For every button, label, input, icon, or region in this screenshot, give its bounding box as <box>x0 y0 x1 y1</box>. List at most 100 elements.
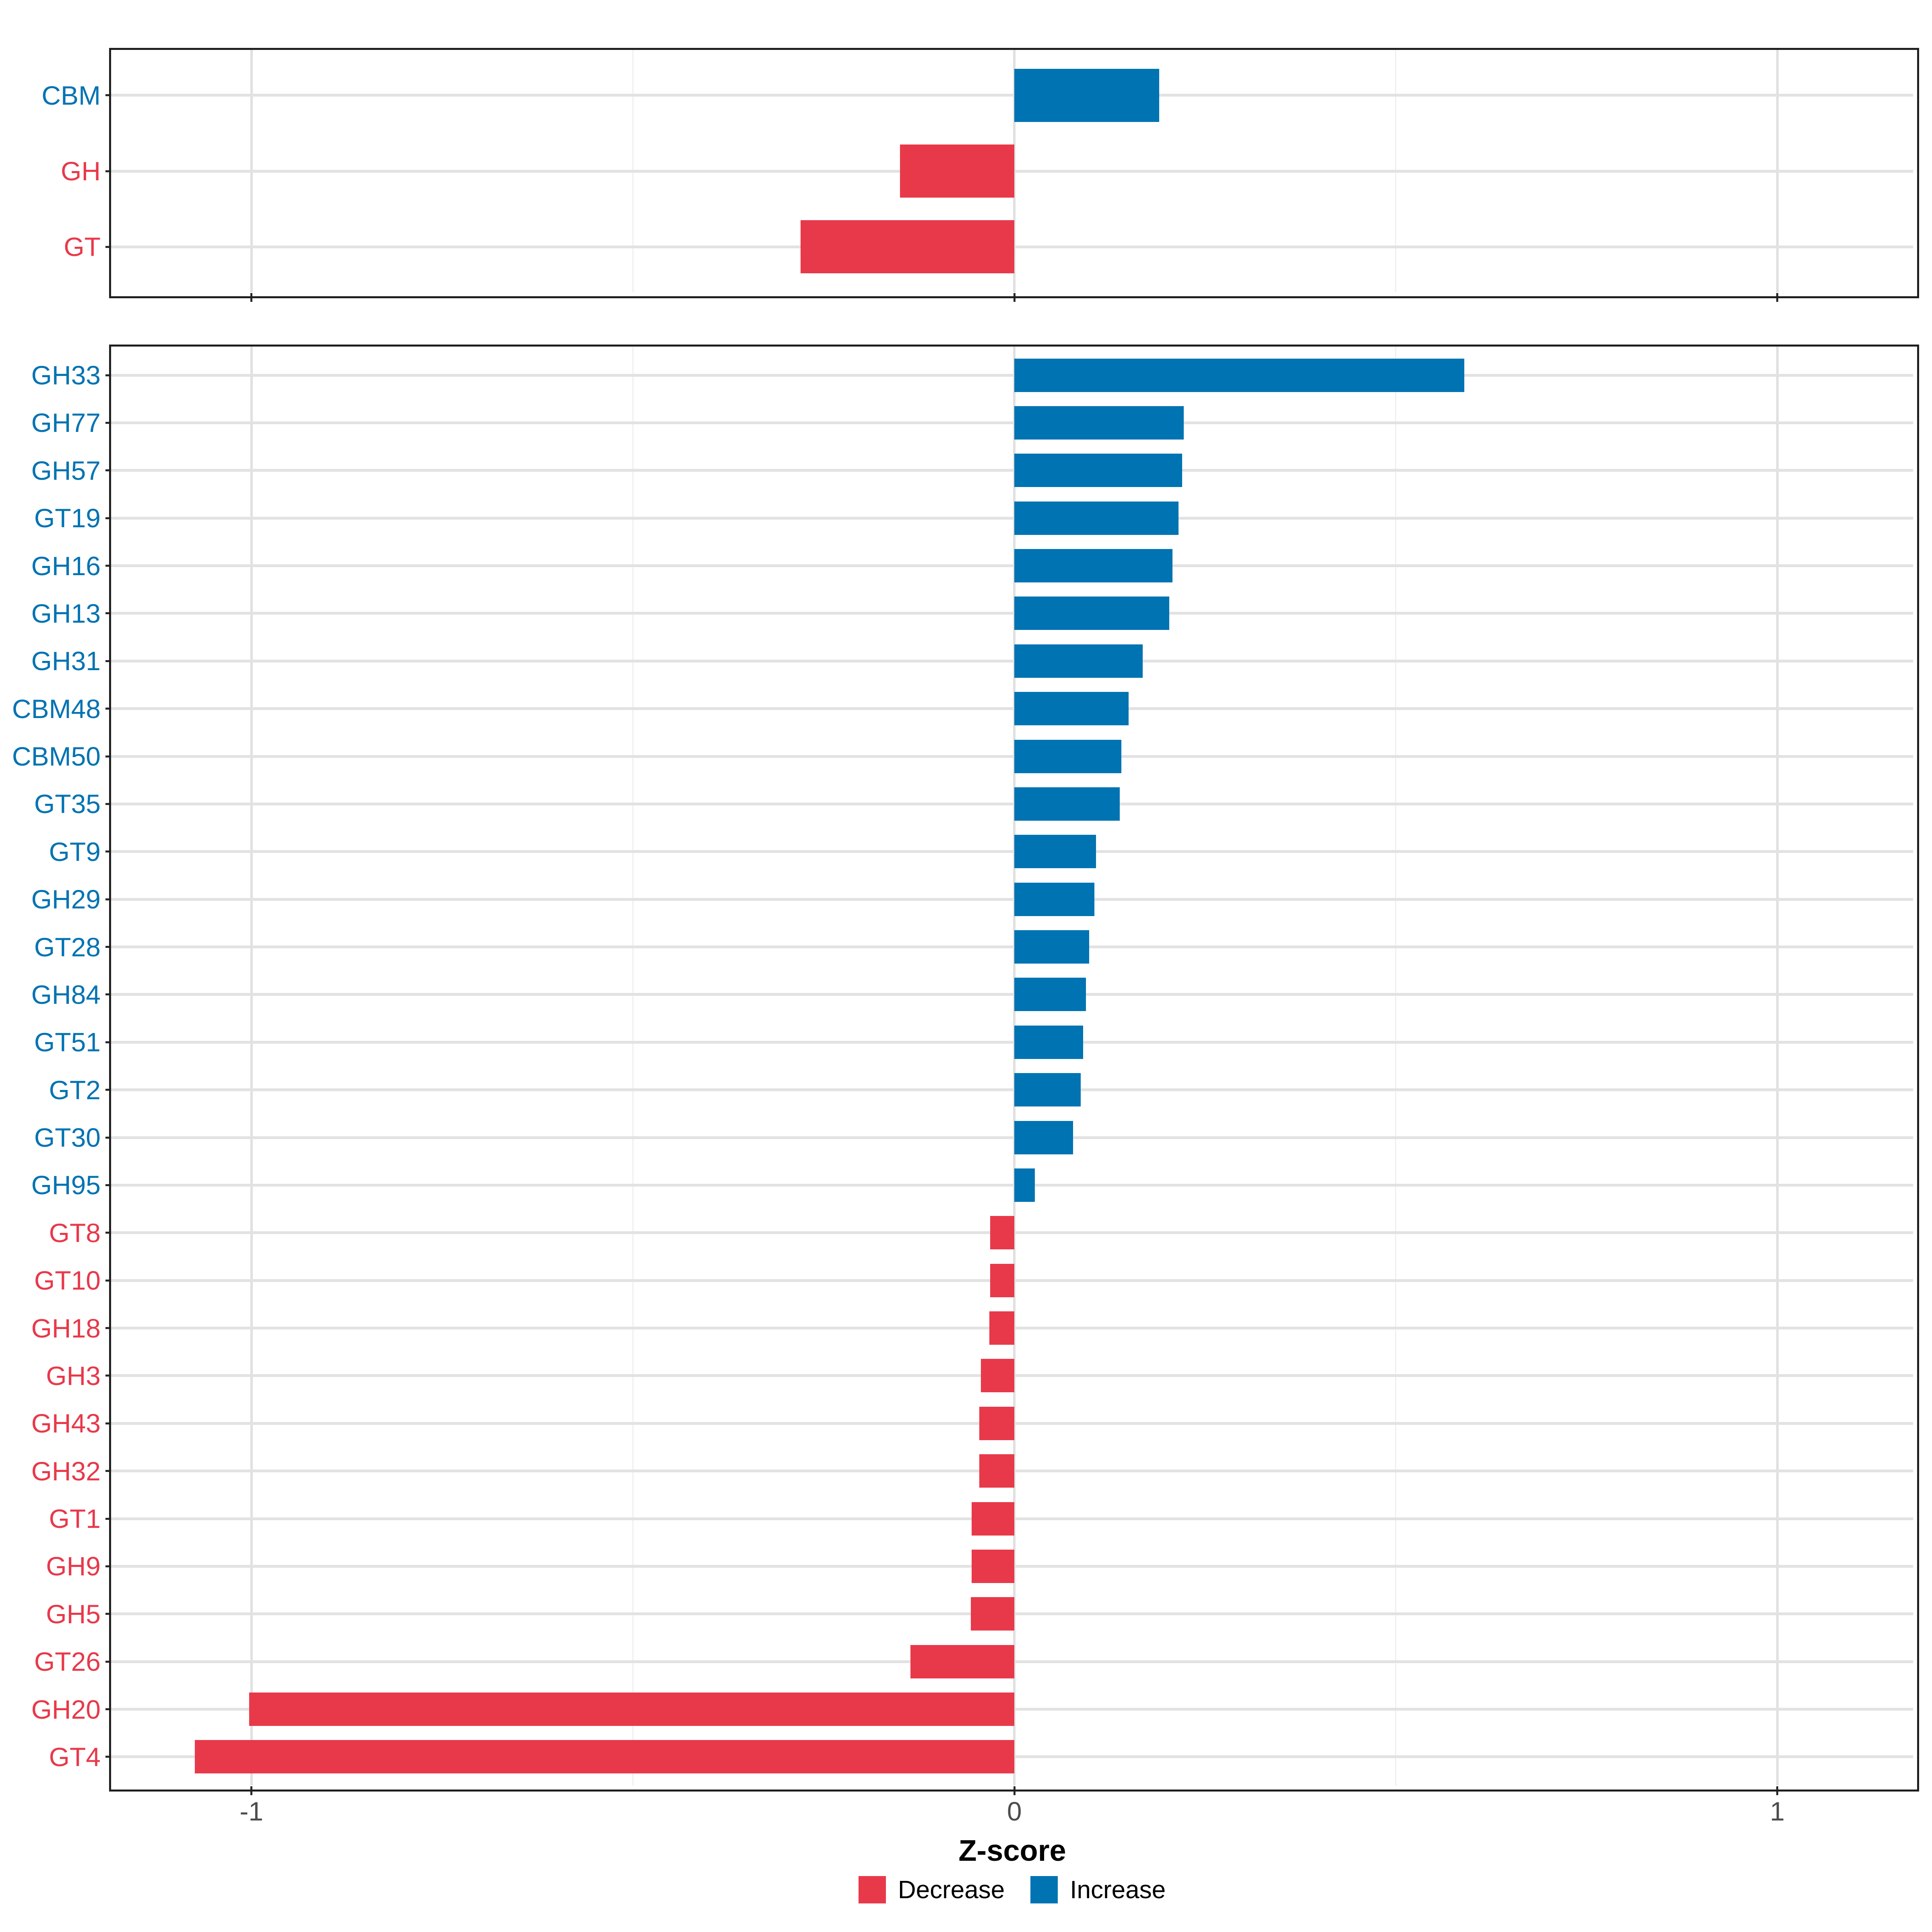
y-tick-GT9 <box>105 850 111 853</box>
y-gridline-GH57 <box>111 469 1913 472</box>
y-label-CBM: CBM <box>41 80 101 110</box>
y-tick-CBM48 <box>105 708 111 710</box>
y-label-GT4: GT4 <box>49 1742 101 1772</box>
x-tick-label-0: 0 <box>1007 1796 1022 1826</box>
bar-GH77 <box>1014 406 1184 440</box>
y-label-GH29: GH29 <box>31 884 101 914</box>
y-tick-GH57 <box>105 469 111 472</box>
bar-GT26 <box>910 1645 1015 1678</box>
bar-GH5 <box>971 1597 1015 1631</box>
y-label-GH16: GH16 <box>31 551 101 581</box>
y-tick-GH9 <box>105 1565 111 1567</box>
y-gridline-GH95 <box>111 1183 1913 1187</box>
y-label-GT35: GT35 <box>34 789 101 819</box>
bar-GT28 <box>1014 930 1089 964</box>
y-tick-GH43 <box>105 1422 111 1424</box>
y-tick-GT28 <box>105 946 111 948</box>
legend-key-decrease-swatch <box>858 1876 886 1903</box>
y-label-CBM48: CBM48 <box>12 694 101 724</box>
bar-GH43 <box>979 1406 1015 1440</box>
bar-GH95 <box>1014 1168 1035 1202</box>
y-label-GH32: GH32 <box>31 1456 101 1486</box>
bar-GT4 <box>195 1740 1015 1774</box>
y-gridline-GH77 <box>111 421 1913 424</box>
y-label-GT26: GT26 <box>34 1647 101 1677</box>
y-tick-GT <box>105 246 111 248</box>
y-tick-GH16 <box>105 565 111 567</box>
bar-GT30 <box>1014 1121 1073 1154</box>
y-gridline-CBM50 <box>111 755 1913 758</box>
y-label-GH: GH <box>61 156 101 186</box>
y-label-GH77: GH77 <box>31 408 101 438</box>
bar-GT8 <box>990 1216 1015 1250</box>
y-tick-GH32 <box>105 1470 111 1472</box>
y-label-GT8: GT8 <box>49 1218 101 1248</box>
bar-GT9 <box>1014 835 1096 869</box>
y-label-GH3: GH3 <box>46 1360 101 1391</box>
y-label-GH57: GH57 <box>31 455 101 485</box>
summary-panel-border <box>109 48 1919 298</box>
x-gridline-major <box>250 347 253 1785</box>
y-tick-GT30 <box>105 1136 111 1139</box>
y-tick-GH5 <box>105 1613 111 1615</box>
bar-GT2 <box>1014 1073 1081 1107</box>
y-tick-GH <box>105 170 111 172</box>
x-gridline-minor <box>632 347 634 1785</box>
y-label-GT10: GT10 <box>34 1265 101 1296</box>
bar-GH3 <box>980 1359 1015 1393</box>
y-label-GH18: GH18 <box>31 1313 101 1343</box>
y-gridline-GH29 <box>111 898 1913 901</box>
y-tick-GH18 <box>105 1327 111 1329</box>
y-label-GH31: GH31 <box>31 646 101 676</box>
y-label-GH95: GH95 <box>31 1170 101 1200</box>
bar-GH18 <box>989 1311 1015 1345</box>
y-tick-GT4 <box>105 1756 111 1758</box>
y-label-GH84: GH84 <box>31 979 101 1009</box>
y-label-GT1: GT1 <box>49 1504 101 1534</box>
y-tick-GH84 <box>105 993 111 996</box>
y-label-GH5: GH5 <box>46 1599 101 1629</box>
y-tick-GT19 <box>105 517 111 519</box>
legend-label-increase: Increase <box>1070 1876 1166 1904</box>
y-label-GH43: GH43 <box>31 1408 101 1439</box>
bar-GH57 <box>1014 454 1183 487</box>
y-gridline-GT35 <box>111 802 1913 805</box>
y-label-GT9: GT9 <box>49 836 101 867</box>
y-label-GH33: GH33 <box>31 360 101 390</box>
y-tick-GH29 <box>105 898 111 900</box>
y-label-CBM50: CBM50 <box>12 741 101 772</box>
bar-CBM50 <box>1014 739 1121 773</box>
bar-GT1 <box>972 1502 1015 1536</box>
y-gridline-GH84 <box>111 993 1913 996</box>
y-tick-GH33 <box>105 374 111 376</box>
y-label-GH20: GH20 <box>31 1694 101 1724</box>
x-tick-label-1: 1 <box>1770 1796 1785 1826</box>
y-tick-CBM50 <box>105 755 111 758</box>
y-gridline-GH13 <box>111 612 1913 615</box>
y-tick-GT10 <box>105 1279 111 1282</box>
y-tick-GH20 <box>105 1708 111 1711</box>
bar-GT <box>801 220 1015 274</box>
y-gridline-GH16 <box>111 564 1913 568</box>
y-label-GT: GT <box>64 232 101 262</box>
x-tick-label--1: -1 <box>239 1796 264 1826</box>
bar-GH16 <box>1014 549 1172 583</box>
legend-item-increase: Increase <box>1030 1876 1166 1904</box>
x-gridline-major <box>1776 347 1779 1785</box>
y-tick-GH13 <box>105 612 111 615</box>
bar-GH31 <box>1014 644 1143 678</box>
bar-GT19 <box>1014 501 1179 535</box>
bar-GT51 <box>1014 1025 1083 1059</box>
y-label-GH9: GH9 <box>46 1551 101 1581</box>
bar-GH <box>900 144 1015 198</box>
bar-GH84 <box>1014 978 1086 1011</box>
y-gridline-GT51 <box>111 1040 1913 1044</box>
y-label-GT2: GT2 <box>49 1075 101 1105</box>
y-tick-CBM <box>105 94 111 97</box>
families-panel-border <box>109 345 1919 1792</box>
bar-GT35 <box>1014 787 1120 821</box>
bar-CBM <box>1014 68 1160 122</box>
bar-CBM48 <box>1014 692 1129 726</box>
y-tick-GH95 <box>105 1184 111 1186</box>
